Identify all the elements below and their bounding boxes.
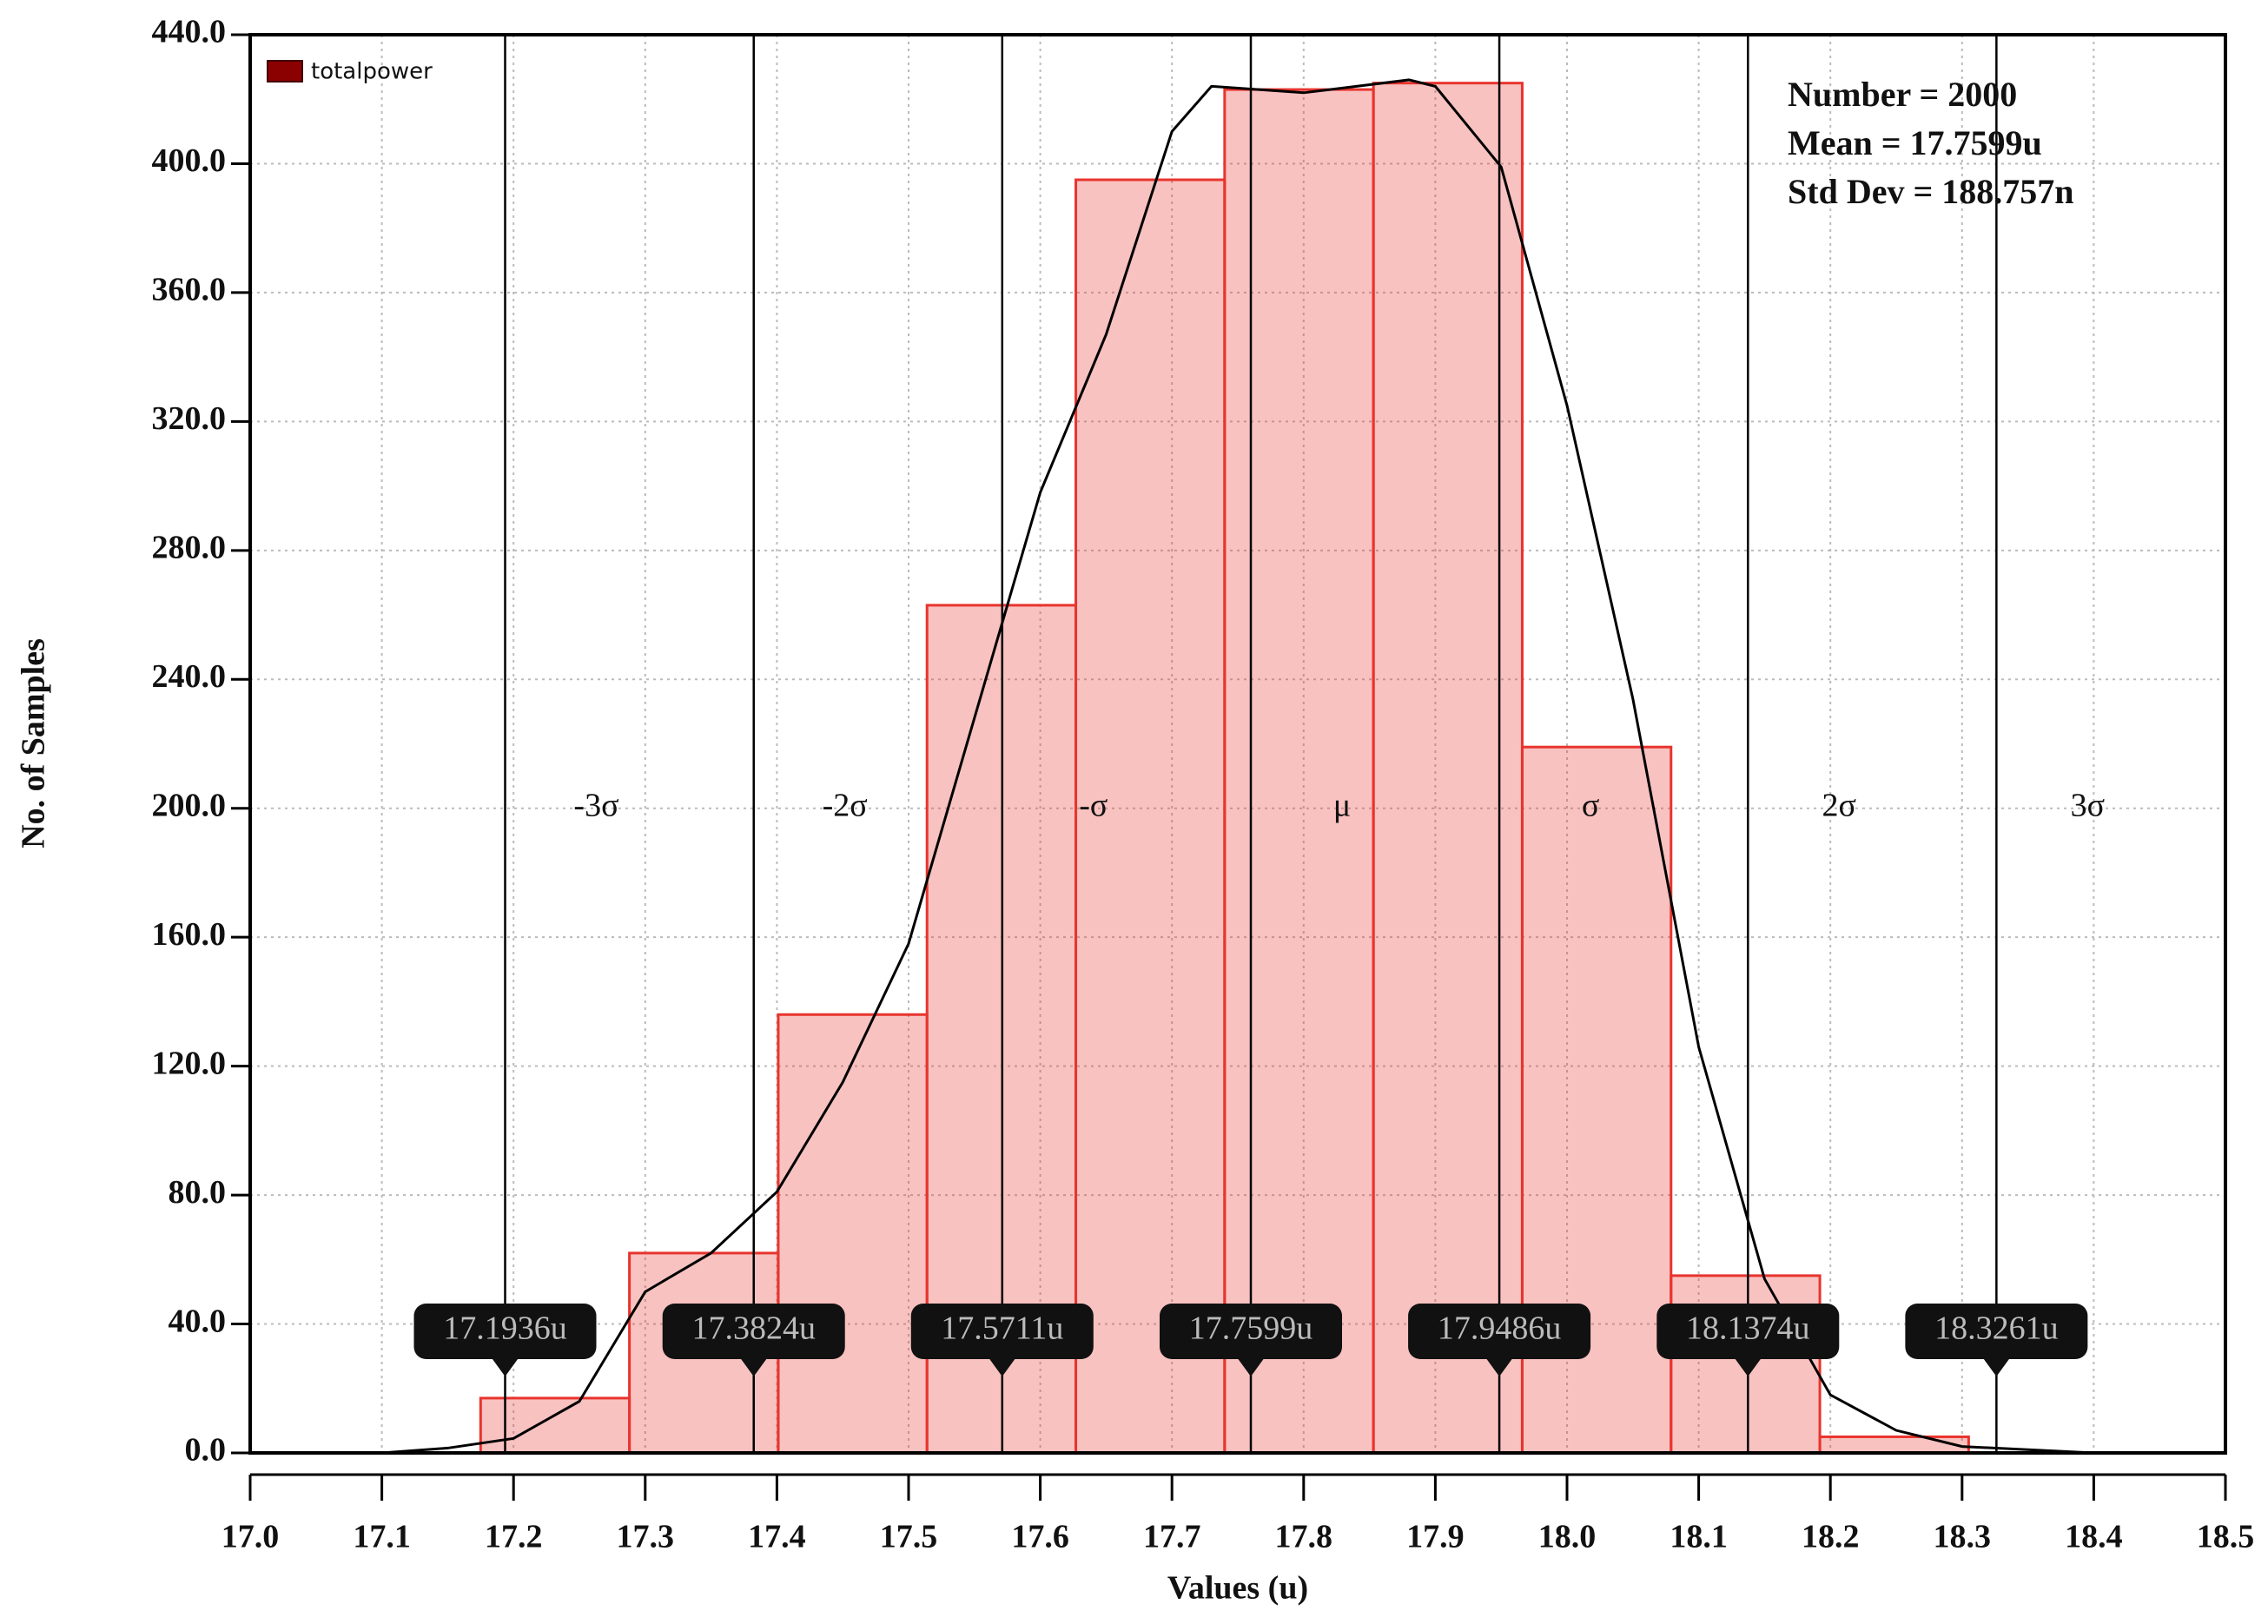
legend-label: totalpower <box>311 59 433 85</box>
x-tick-label: 18.5 <box>2197 1519 2255 1555</box>
marker-pointer <box>1237 1357 1266 1376</box>
y-tick-label: 320.0 <box>152 400 227 437</box>
fit-curve <box>381 78 2094 1455</box>
marker-label: 17.1936u <box>443 1310 567 1347</box>
x-tick-label: 18.4 <box>2065 1519 2123 1555</box>
x-tick-label: 18.0 <box>1538 1519 1597 1555</box>
x-tick-label: 18.2 <box>1802 1519 1860 1555</box>
y-tick-label: 240.0 <box>152 658 227 695</box>
marker-label: 17.9486u <box>1438 1310 1562 1347</box>
marker-pointer <box>1982 1357 2011 1376</box>
x-tick-label: 17.3 <box>617 1519 675 1555</box>
stat-text: Std Dev = 188.757n <box>1788 172 2074 211</box>
y-tick-label: 440.0 <box>152 14 227 50</box>
x-tick-label: 17.4 <box>748 1519 806 1555</box>
sigma-region-label: μ <box>1333 787 1351 823</box>
sigma-region-label: -3σ <box>573 787 618 823</box>
x-tick-label: 17.6 <box>1011 1519 1069 1555</box>
bar <box>479 1396 631 1455</box>
x-tick-label: 17.8 <box>1275 1519 1333 1555</box>
y-tick-label: 200.0 <box>152 787 227 823</box>
sigma-region-label: -2σ <box>823 787 868 823</box>
y-tick-label: 120.0 <box>152 1045 227 1081</box>
marker-label: 17.5711u <box>941 1310 1063 1347</box>
marker-box <box>1905 1304 2088 1359</box>
bar <box>1223 88 1375 1455</box>
plot-frame <box>248 33 2227 1455</box>
sigma-region-label: 2σ <box>1822 787 1856 823</box>
y-tick-label: 360.0 <box>152 272 227 308</box>
y-tick-label: 0.0 <box>185 1432 227 1469</box>
x-tick-label: 17.0 <box>222 1519 280 1555</box>
marker-box <box>910 1304 1094 1359</box>
y-tick-label: 40.0 <box>169 1303 227 1339</box>
marker-pointer <box>1734 1357 1762 1376</box>
y-axis-label: No. of Samples <box>16 638 52 848</box>
stat-text: Number = 2000 <box>1788 75 2017 114</box>
legend-swatch <box>267 60 303 83</box>
sigma-region-label: σ <box>1582 787 1599 823</box>
y-tick-label: 160.0 <box>152 916 227 953</box>
marker-box <box>413 1304 597 1359</box>
marker-box <box>1160 1304 1343 1359</box>
marker-pointer <box>1485 1357 1514 1376</box>
marker-label: 18.1374u <box>1686 1310 1810 1347</box>
marker-label: 17.3824u <box>691 1310 816 1347</box>
x-axis-label: Values (u) <box>1167 1570 1308 1607</box>
x-tick-label: 17.5 <box>880 1519 938 1555</box>
marker-label: 18.3261u <box>1934 1310 2059 1347</box>
bar <box>1818 1435 1970 1455</box>
marker-box <box>1408 1304 1591 1359</box>
y-tick-label: 80.0 <box>169 1174 227 1211</box>
marker-box <box>662 1304 845 1359</box>
marker-box <box>1656 1304 1840 1359</box>
bar <box>777 1013 929 1455</box>
x-tick-label: 17.2 <box>485 1519 543 1555</box>
x-tick-label: 17.1 <box>353 1519 411 1555</box>
x-tick-label: 17.7 <box>1143 1519 1201 1555</box>
stat-text: Mean = 17.7599u <box>1788 123 2042 162</box>
bar <box>1074 178 1227 1455</box>
marker-pointer <box>491 1357 519 1376</box>
y-tick-label: 400.0 <box>152 142 227 179</box>
x-tick-label: 18.1 <box>1670 1519 1728 1555</box>
y-tick-label: 280.0 <box>152 530 227 566</box>
x-tick-label: 18.3 <box>1934 1519 1992 1555</box>
marker-label: 17.7599u <box>1189 1310 1313 1347</box>
marker-pointer <box>739 1357 768 1376</box>
x-tick-label: 17.9 <box>1406 1519 1465 1555</box>
marker-pointer <box>988 1357 1016 1376</box>
sigma-region-label: -σ <box>1079 787 1108 823</box>
sigma-region-label: 3σ <box>2071 787 2105 823</box>
